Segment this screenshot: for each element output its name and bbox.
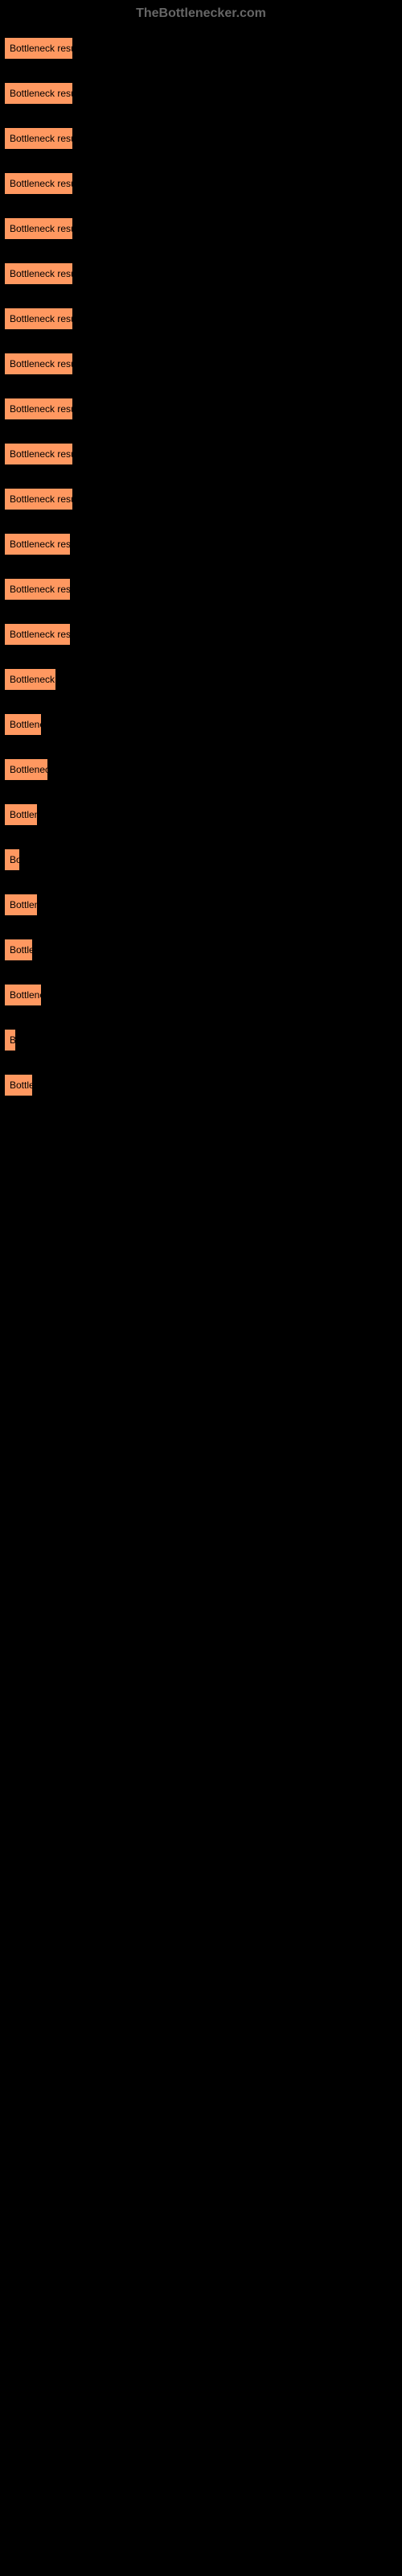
- bar-row: Bottlen: [4, 803, 398, 826]
- bar: Bottlene: [4, 984, 42, 1006]
- bar-row: Bottle: [4, 939, 398, 961]
- bar: Bottlene: [4, 713, 42, 736]
- bar-chart: Bottleneck result Bottleneck result Bottle…: [0, 37, 402, 1096]
- bar-row: Bottleneck result: [4, 443, 398, 465]
- bar: Bottleneck: [4, 758, 48, 781]
- bar-row: Bottle: [4, 1074, 398, 1096]
- bar: Bo: [4, 848, 20, 871]
- bar-row: Bottleneck result: [4, 308, 398, 330]
- bar: Bottleneck result: [4, 353, 73, 375]
- bar: Bottle: [4, 1074, 33, 1096]
- bar-row: Bottleneck: [4, 758, 398, 781]
- bar: Bottleneck result: [4, 217, 73, 240]
- bar-row: Bottleneck result: [4, 488, 398, 510]
- bar-row: Bottleneck result: [4, 37, 398, 60]
- bar-row: B: [4, 1029, 398, 1051]
- bar: Bottlen: [4, 894, 38, 916]
- bar-row: Bottleneck result: [4, 578, 398, 601]
- bar-row: Bottleneck result: [4, 82, 398, 105]
- bar: Bottleneck result: [4, 127, 73, 150]
- bar: Bottleneck result: [4, 262, 73, 285]
- bar: Bottlen: [4, 803, 38, 826]
- bar-row: Bottleneck result: [4, 623, 398, 646]
- bar: Bottleneck result: [4, 443, 73, 465]
- bar-row: Bottlene: [4, 984, 398, 1006]
- bar: Bottleneck result: [4, 533, 71, 555]
- bar-row: Bottleneck re: [4, 668, 398, 691]
- bar-row: Bottlene: [4, 713, 398, 736]
- bar-row: Bottleneck result: [4, 172, 398, 195]
- bar-row: Bottleneck result: [4, 262, 398, 285]
- bar-row: Bottleneck result: [4, 398, 398, 420]
- watermark-text: TheBottlenecker.com: [0, 6, 402, 21]
- bar: Bottleneck result: [4, 172, 73, 195]
- bar: Bottleneck result: [4, 82, 73, 105]
- bar-row: Bottleneck result: [4, 127, 398, 150]
- bar: Bottleneck re: [4, 668, 56, 691]
- bar: Bottle: [4, 939, 33, 961]
- bar-row: Bottleneck result: [4, 353, 398, 375]
- bar: Bottleneck result: [4, 488, 73, 510]
- bar: Bottleneck result: [4, 398, 73, 420]
- bar: B: [4, 1029, 16, 1051]
- bar: Bottleneck result: [4, 37, 73, 60]
- bar: Bottleneck result: [4, 578, 71, 601]
- bar-row: Bo: [4, 848, 398, 871]
- bar-row: Bottlen: [4, 894, 398, 916]
- bar-row: Bottleneck result: [4, 533, 398, 555]
- bar: Bottleneck result: [4, 308, 73, 330]
- bar: Bottleneck result: [4, 623, 71, 646]
- bar-row: Bottleneck result: [4, 217, 398, 240]
